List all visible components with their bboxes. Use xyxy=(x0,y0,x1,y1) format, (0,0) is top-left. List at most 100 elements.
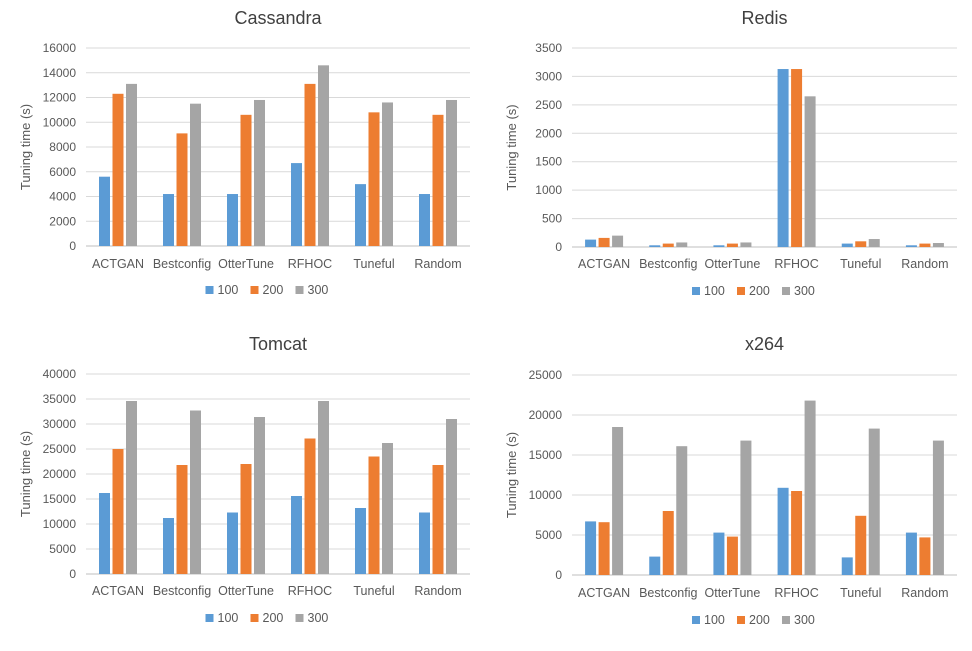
bar-bestconfig-300 xyxy=(190,410,201,574)
bar-ottertune-200 xyxy=(726,243,738,247)
x-tick-label: ACTGAN xyxy=(92,584,144,598)
bar-rfhoc-200 xyxy=(304,438,316,574)
bar-rfhoc-100 xyxy=(777,69,789,247)
y-tick-label: 20000 xyxy=(529,408,563,422)
legend-label-100: 100 xyxy=(704,613,725,627)
x-tick-label: OtterTune xyxy=(218,584,274,598)
bar-bestconfig-100 xyxy=(163,194,174,246)
bar-actgan-200 xyxy=(112,449,124,574)
legend-swatch-100 xyxy=(205,286,214,294)
bar-tuneful-200 xyxy=(855,241,867,247)
bar-actgan-300 xyxy=(612,235,624,247)
bar-ottertune-100 xyxy=(713,245,725,247)
y-tick-label: 2000 xyxy=(49,214,76,228)
bar-tuneful-300 xyxy=(382,102,393,246)
bar-ottertune-200 xyxy=(726,536,738,575)
legend-label-200: 200 xyxy=(749,284,770,298)
x-tick-label: RFHOC xyxy=(774,586,818,600)
bar-bestconfig-200 xyxy=(176,133,188,246)
legend-swatch-200 xyxy=(250,286,259,294)
y-tick-label: 15000 xyxy=(529,448,563,462)
chart-title: Tomcat xyxy=(249,334,307,354)
legend-label-300: 300 xyxy=(794,284,815,298)
y-tick-label: 0 xyxy=(69,239,76,253)
bar-actgan-300 xyxy=(126,83,137,246)
x-tick-label: Tuneful xyxy=(353,257,394,271)
bar-chart-cassandra: Cassandra 0 2000 4000 6000 8000 10000 12000 1400… xyxy=(18,8,470,297)
y-tick-label: 3500 xyxy=(535,41,562,55)
y-tick-label: 2500 xyxy=(535,98,562,112)
legend-swatch-300 xyxy=(782,616,790,624)
legend-swatch-100 xyxy=(692,616,700,624)
bar-random-200 xyxy=(919,537,931,575)
bar-chart-redis: Redis 0 500 1000 1500 2000 2500 3000 3500 Tuning … xyxy=(504,8,957,298)
bar-ottertune-100 xyxy=(227,512,238,574)
bar-actgan-300 xyxy=(126,401,137,574)
bar-random-200 xyxy=(432,114,444,246)
bar-bestconfig-300 xyxy=(190,103,201,246)
bar-random-300 xyxy=(446,419,457,574)
bar-actgan-200 xyxy=(112,93,124,246)
bar-rfhoc-300 xyxy=(804,400,816,575)
bar-ottertune-100 xyxy=(713,532,725,575)
legend-label-300: 300 xyxy=(794,613,815,627)
x-tick-label: ACTGAN xyxy=(92,257,144,271)
bar-ottertune-100 xyxy=(227,194,238,246)
x-tick-label: RFHOC xyxy=(288,257,332,271)
bar-rfhoc-200 xyxy=(304,83,316,246)
y-tick-label: 35000 xyxy=(43,392,77,406)
y-tick-label: 1500 xyxy=(535,155,562,169)
legend-swatch-300 xyxy=(295,286,304,294)
y-tick-label: 16000 xyxy=(43,41,77,55)
x-tick-label: ACTGAN xyxy=(578,257,630,271)
x-tick-label: Bestconfig xyxy=(639,257,697,271)
bar-ottertune-300 xyxy=(740,242,752,247)
x-tick-label: Random xyxy=(414,257,461,271)
y-tick-label: 10000 xyxy=(43,115,77,129)
legend-label-100: 100 xyxy=(704,284,725,298)
bar-bestconfig-300 xyxy=(676,446,688,575)
bar-ottertune-300 xyxy=(254,417,265,574)
y-tick-label: 10000 xyxy=(43,517,77,531)
legend-swatch-300 xyxy=(295,614,304,622)
y-tick-label: 8000 xyxy=(49,140,76,154)
bar-bestconfig-100 xyxy=(649,245,661,247)
y-tick-label: 0 xyxy=(555,240,562,254)
bar-actgan-100 xyxy=(585,521,597,575)
y-tick-label: 15000 xyxy=(43,492,77,506)
bar-random-100 xyxy=(905,532,917,575)
bar-tuneful-100 xyxy=(355,508,366,574)
bar-rfhoc-300 xyxy=(804,96,816,247)
legend-swatch-200 xyxy=(737,287,745,295)
x-tick-label: Tuneful xyxy=(840,257,881,271)
bar-tuneful-100 xyxy=(841,243,853,247)
bar-tuneful-100 xyxy=(355,184,366,246)
y-tick-label: 1000 xyxy=(535,183,562,197)
legend-swatch-300 xyxy=(782,287,790,295)
chart-panel-cassandra: Cassandra 0 2000 4000 6000 8000 10000 12000 1400… xyxy=(0,0,486,323)
y-axis-label: Tuning time (s) xyxy=(18,104,33,190)
legend-swatch-100 xyxy=(692,287,700,295)
bar-rfhoc-100 xyxy=(291,163,302,246)
legend-label-200: 200 xyxy=(263,611,284,625)
bar-actgan-100 xyxy=(99,176,110,246)
x-tick-label: Bestconfig xyxy=(153,584,211,598)
bar-tuneful-200 xyxy=(855,515,867,575)
bar-rfhoc-300 xyxy=(318,401,329,574)
bar-random-300 xyxy=(446,99,457,246)
x-tick-label: RFHOC xyxy=(774,257,818,271)
bar-tuneful-300 xyxy=(868,428,880,575)
legend-label-300: 300 xyxy=(308,611,329,625)
bar-bestconfig-200 xyxy=(176,465,188,574)
x-tick-label: ACTGAN xyxy=(578,586,630,600)
bar-ottertune-300 xyxy=(740,440,752,575)
bar-random-200 xyxy=(919,243,931,247)
x-tick-label: Bestconfig xyxy=(639,586,697,600)
y-tick-label: 10000 xyxy=(529,488,563,502)
y-tick-label: 25000 xyxy=(43,442,77,456)
x-tick-label: OtterTune xyxy=(218,257,274,271)
legend-label-100: 100 xyxy=(218,283,239,297)
y-tick-label: 12000 xyxy=(43,91,77,105)
bar-ottertune-300 xyxy=(254,99,265,246)
legend-swatch-200 xyxy=(737,616,745,624)
